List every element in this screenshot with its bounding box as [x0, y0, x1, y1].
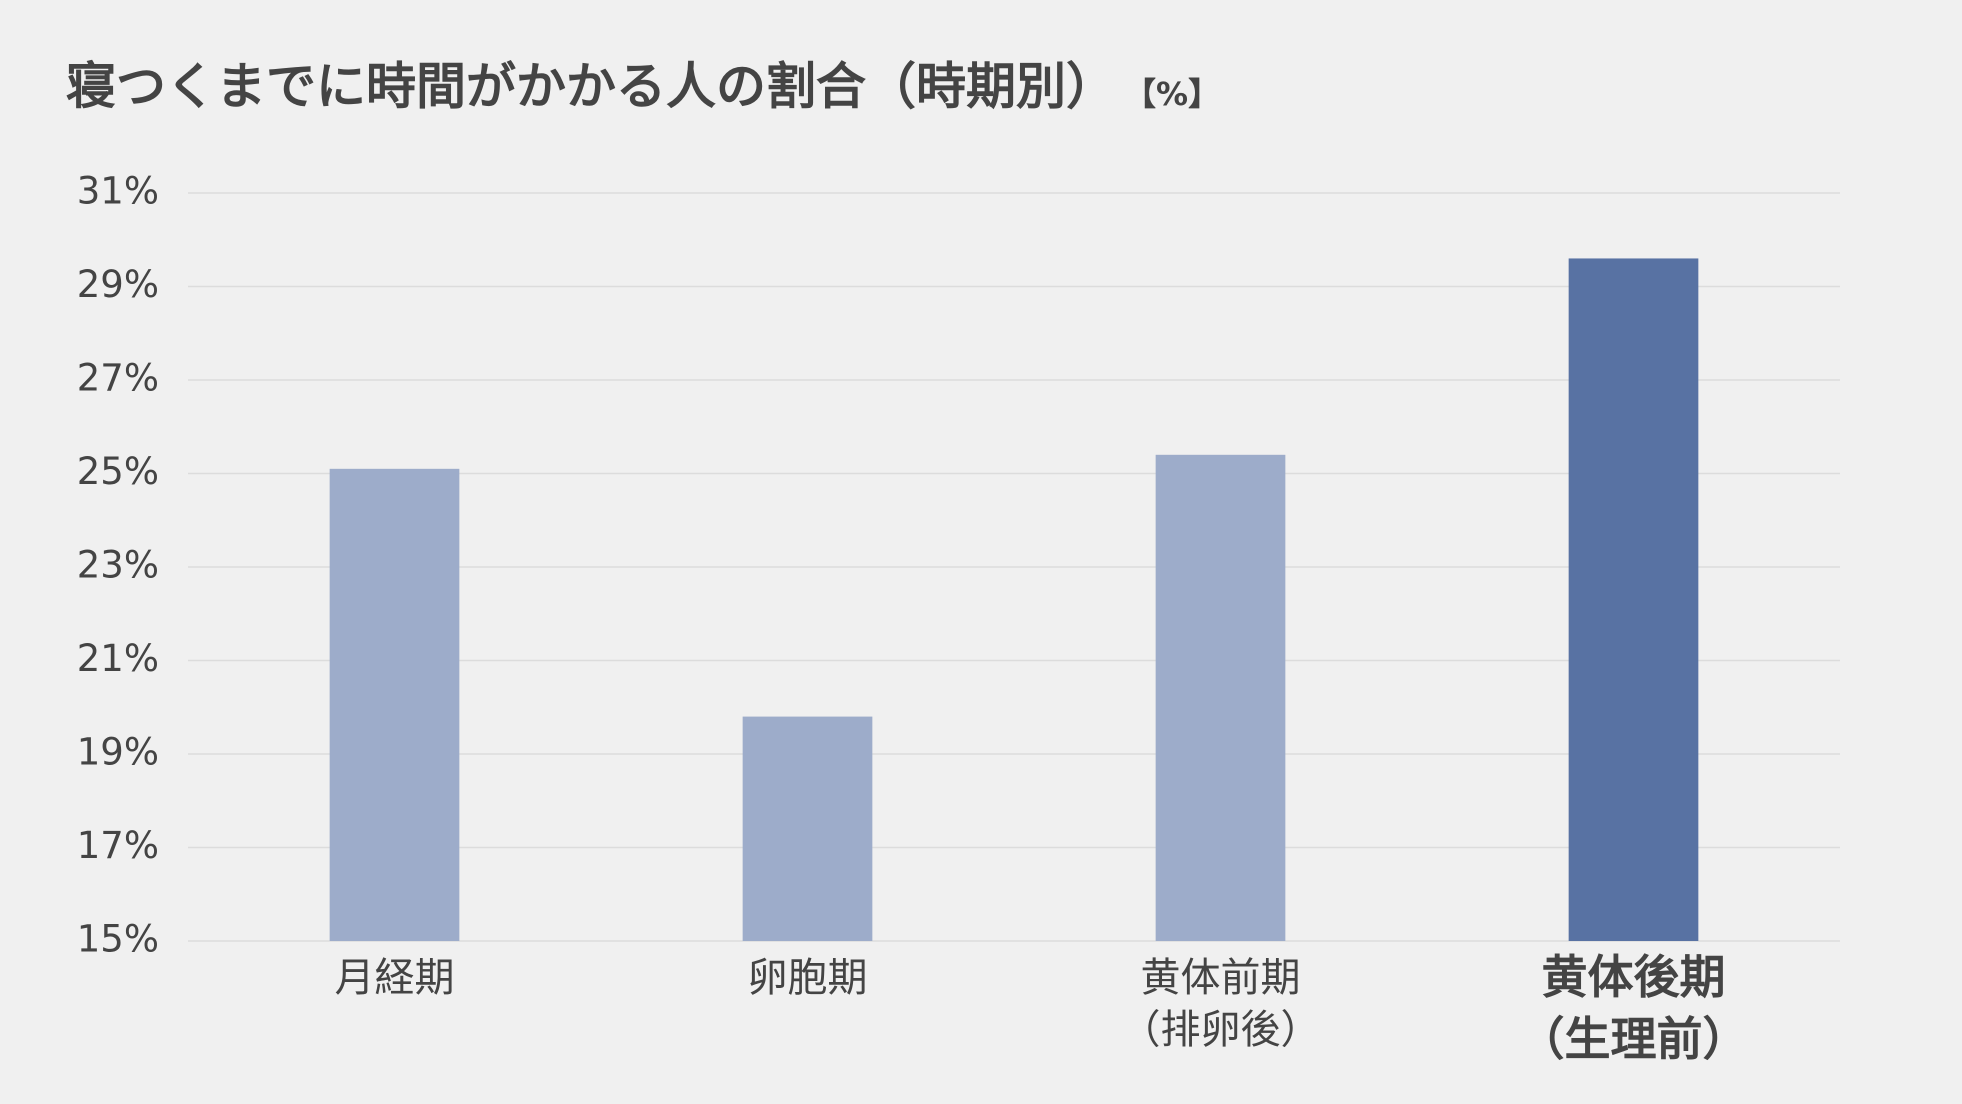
chart-title: 寝つくまでに時間がかかる人の割合（時期別）	[66, 58, 1116, 116]
bar	[329, 468, 460, 941]
x-tick-label: 月経期	[335, 955, 455, 1001]
y-tick-label: 27%	[77, 357, 159, 400]
bar	[1155, 454, 1286, 941]
y-tick-label: 25%	[77, 450, 159, 493]
x-tick-label: 卵胞期	[748, 955, 868, 1001]
y-tick-label: 31%	[77, 170, 159, 213]
x-tick-label: 黄体後期（生理前）	[1519, 950, 1749, 1066]
y-tick-label: 29%	[77, 263, 159, 306]
bar	[1568, 258, 1699, 941]
y-tick-label: 17%	[77, 824, 159, 867]
y-tick-label: 19%	[77, 731, 159, 774]
y-tick-label: 23%	[77, 544, 159, 587]
y-tick-label: 21%	[77, 637, 159, 680]
y-tick-label: 15%	[77, 918, 159, 961]
x-tick-label: 黄体前期（排卵後）	[1121, 955, 1321, 1053]
unit-label: 【%】	[1124, 75, 1220, 113]
bar	[742, 716, 873, 941]
